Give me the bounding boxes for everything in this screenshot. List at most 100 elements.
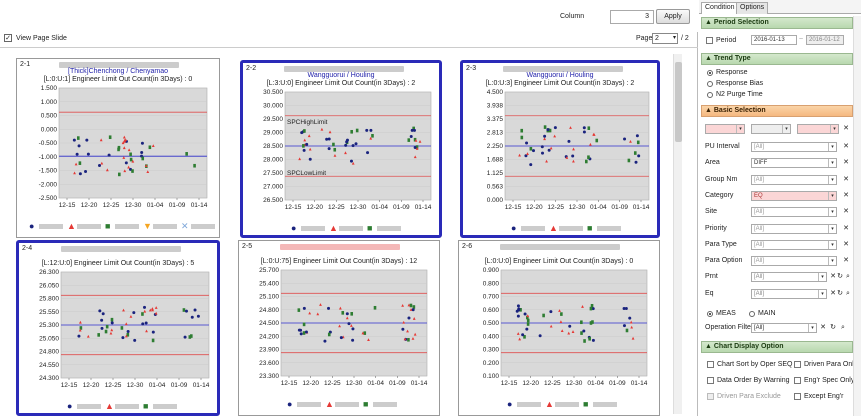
data-point[interactable] xyxy=(623,137,627,141)
data-point[interactable] xyxy=(141,322,145,326)
data-point[interactable] xyxy=(546,128,550,132)
opt-except-checkbox[interactable] xyxy=(794,393,801,400)
data-point[interactable] xyxy=(516,314,520,318)
data-point[interactable] xyxy=(366,151,370,155)
clear-icon[interactable]: ✕ xyxy=(843,224,849,232)
data-point[interactable] xyxy=(74,162,78,166)
data-point[interactable] xyxy=(101,312,105,316)
data-point[interactable] xyxy=(413,146,417,150)
data-point[interactable] xyxy=(571,330,575,333)
data-point[interactable] xyxy=(131,159,135,163)
data-point[interactable] xyxy=(587,155,590,160)
data-point[interactable] xyxy=(302,322,306,327)
data-point[interactable] xyxy=(548,128,552,133)
opt-driven-exclude-checkbox[interactable] xyxy=(707,393,714,400)
chart-card[interactable]: 2-5 [L:0:U:75] Engineer Limit Out Count(i… xyxy=(238,240,440,416)
data-point[interactable] xyxy=(339,336,343,340)
data-point[interactable] xyxy=(122,156,126,159)
data-point[interactable] xyxy=(519,308,522,312)
data-point[interactable] xyxy=(127,148,131,152)
data-point[interactable] xyxy=(622,306,626,310)
data-point[interactable] xyxy=(350,312,354,316)
trend-chart[interactable]: 25.700 25.400 25.100 24.800 24.500 24.200 23.9… xyxy=(243,266,435,394)
field-select[interactable]: [All] ▾ xyxy=(751,174,837,185)
data-point[interactable] xyxy=(371,133,374,138)
data-point[interactable] xyxy=(520,128,524,133)
data-point[interactable] xyxy=(333,147,337,152)
data-point[interactable] xyxy=(117,145,121,150)
basic-section-header[interactable]: ▲ Basic Selection xyxy=(701,105,853,117)
data-point[interactable] xyxy=(401,327,405,331)
data-point[interactable] xyxy=(526,315,529,320)
data-point[interactable] xyxy=(129,157,133,162)
data-point[interactable] xyxy=(302,148,306,152)
data-point[interactable] xyxy=(582,130,586,134)
data-point[interactable] xyxy=(305,142,309,146)
data-point[interactable] xyxy=(97,333,100,337)
data-point[interactable] xyxy=(363,331,367,335)
data-point[interactable] xyxy=(98,164,102,168)
data-point[interactable] xyxy=(369,136,373,140)
data-point[interactable] xyxy=(411,308,415,312)
data-point[interactable] xyxy=(403,337,407,341)
data-point[interactable] xyxy=(99,138,103,142)
data-point[interactable] xyxy=(635,134,639,138)
data-point[interactable] xyxy=(302,331,306,335)
data-point[interactable] xyxy=(190,334,193,338)
data-point[interactable] xyxy=(341,311,345,315)
trend-chart[interactable]: 30.500 30.000 29.500 29.000 28.500 28.000 27.5… xyxy=(247,88,439,218)
clear-icon[interactable]: ✕ xyxy=(830,289,836,297)
data-point[interactable] xyxy=(526,314,530,318)
data-point[interactable] xyxy=(183,335,187,339)
data-point[interactable] xyxy=(347,322,351,326)
data-point[interactable] xyxy=(345,316,349,320)
clear-icon[interactable]: ✕ xyxy=(843,240,849,248)
data-point[interactable] xyxy=(126,332,130,337)
field-select[interactable]: [All] ▾ xyxy=(751,239,837,250)
data-point[interactable] xyxy=(118,172,121,177)
clear-icon[interactable]: ✕ xyxy=(843,191,849,199)
data-point[interactable] xyxy=(110,328,114,332)
data-point[interactable] xyxy=(568,324,572,328)
data-point[interactable] xyxy=(541,151,545,155)
clear-icon[interactable]: ✕ xyxy=(843,125,849,132)
data-point[interactable] xyxy=(141,312,144,316)
data-point[interactable] xyxy=(154,311,158,315)
data-point[interactable] xyxy=(140,150,144,154)
trend-chart[interactable]: 26.300 26.050 25.800 25.550 25.300 25.050 24.8… xyxy=(23,268,217,396)
data-point[interactable] xyxy=(560,329,564,332)
data-point[interactable] xyxy=(338,324,341,328)
data-point[interactable] xyxy=(298,157,302,161)
data-point[interactable] xyxy=(123,169,127,173)
data-point[interactable] xyxy=(412,305,416,309)
chart-card[interactable]: 2-6 [L:0:U:0] Engineer Limit Out Count(in… xyxy=(458,240,660,416)
clear-icon[interactable]: ✕ xyxy=(830,273,836,281)
period-checkbox[interactable] xyxy=(706,37,713,44)
data-point[interactable] xyxy=(589,306,593,311)
data-point[interactable] xyxy=(193,308,197,312)
refresh-icon[interactable]: ↻ xyxy=(830,324,836,331)
data-point[interactable] xyxy=(592,132,596,136)
data-point[interactable] xyxy=(148,145,152,150)
meas-radio[interactable] xyxy=(707,311,713,317)
data-point[interactable] xyxy=(571,154,575,158)
data-point[interactable] xyxy=(145,329,148,333)
data-point[interactable] xyxy=(525,327,529,331)
data-point[interactable] xyxy=(565,156,569,159)
data-point[interactable] xyxy=(78,328,82,332)
chart-card[interactable]: 2-3 Wangguorui / Houling [L:0:U:3] Enginee… xyxy=(460,60,660,238)
trend-chart[interactable]: 4.500 3.938 3.375 2.813 2.250 1.688 1.125 0.563… xyxy=(467,88,657,218)
data-point[interactable] xyxy=(77,334,81,338)
data-point[interactable] xyxy=(327,137,331,141)
data-point[interactable] xyxy=(567,139,571,143)
opt-warning-checkbox[interactable] xyxy=(707,377,714,384)
opt-sort-checkbox[interactable] xyxy=(707,361,714,368)
data-point[interactable] xyxy=(133,338,137,342)
field-select[interactable]: DIFF ▾ xyxy=(751,158,837,169)
data-point[interactable] xyxy=(629,320,633,324)
trend-section-header[interactable]: ▲ Trend Type xyxy=(701,53,853,65)
data-point[interactable] xyxy=(98,309,102,313)
data-point[interactable] xyxy=(415,147,419,150)
data-point[interactable] xyxy=(591,338,595,342)
trend-n2-radio[interactable] xyxy=(707,92,713,98)
